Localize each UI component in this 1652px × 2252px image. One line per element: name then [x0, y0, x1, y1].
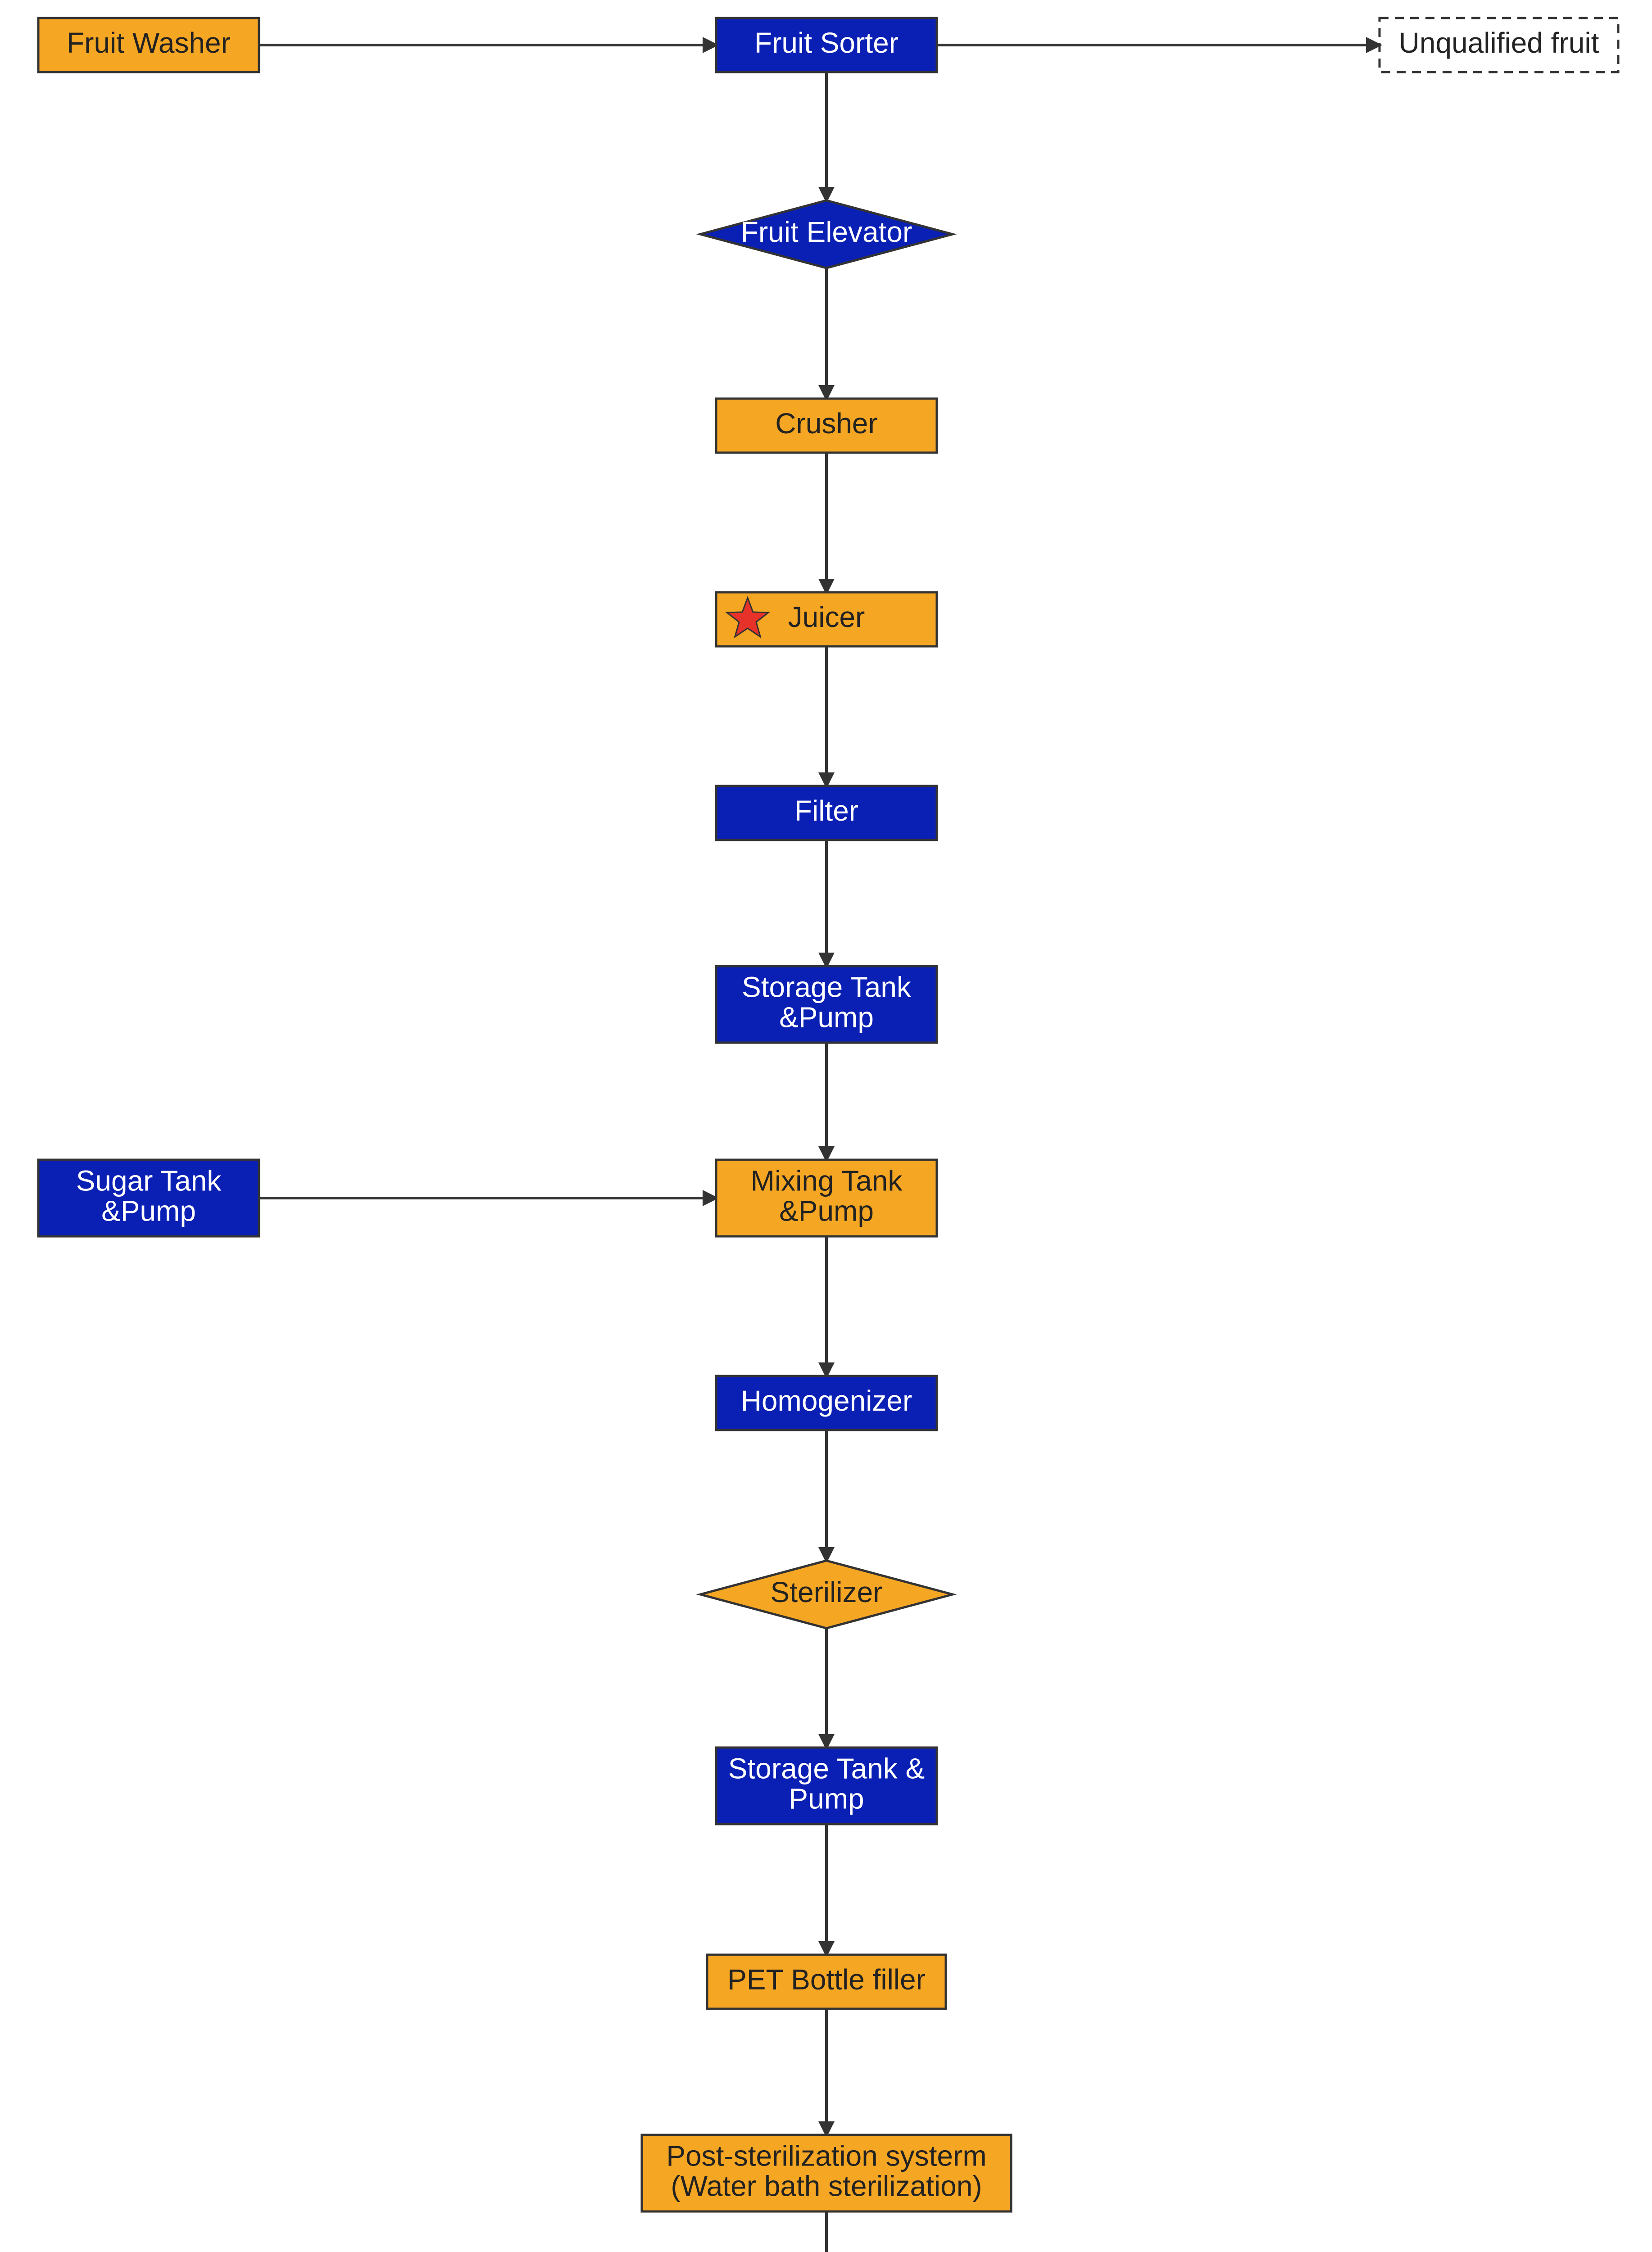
node-storage2: Storage Tank &Pump — [716, 1748, 937, 1824]
node-label: Sugar Tank — [76, 1164, 222, 1197]
node-label: &Pump — [101, 1195, 196, 1227]
node-label: Storage Tank — [742, 971, 912, 1003]
node-label: Fruit Sorter — [754, 27, 899, 59]
node-label: Mixing Tank — [751, 1164, 903, 1197]
node-fruit_elevator: Fruit Elevator — [700, 200, 953, 268]
node-juicer: Juicer — [716, 592, 937, 646]
node-post_ster: Post-sterilization systerm(Water bath st… — [642, 2135, 1011, 2211]
node-storage1: Storage Tank&Pump — [716, 966, 937, 1043]
node-pet_filler: PET Bottle filler — [707, 1955, 946, 2009]
node-sterilizer: Sterilizer — [700, 1561, 953, 1628]
node-label: Crusher — [775, 407, 878, 440]
node-mixing: Mixing Tank&Pump — [716, 1160, 937, 1236]
node-homogenizer: Homogenizer — [716, 1376, 937, 1430]
node-fruit_washer: Fruit Washer — [38, 18, 259, 72]
node-sugar_tank: Sugar Tank&Pump — [38, 1160, 259, 1236]
node-label: Homogenizer — [741, 1385, 912, 1417]
node-label: PET Bottle filler — [727, 1963, 926, 1996]
flowchart-canvas: Fruit Washer Fruit Sorter Unqualified frui… — [0, 0, 1652, 2252]
nodes-layer: Fruit Washer Fruit Sorter Unqualified frui… — [38, 18, 1618, 2252]
node-label: Fruit Elevator — [741, 216, 912, 248]
node-label: Filter — [794, 795, 858, 827]
edges-layer — [259, 45, 1380, 2252]
node-label: Unqualified fruit — [1399, 27, 1599, 59]
node-label: Post-sterilization systerm — [666, 2139, 986, 2172]
node-label: &Pump — [779, 1001, 874, 1034]
node-fruit_sorter: Fruit Sorter — [716, 18, 937, 72]
node-unqualified: Unqualified fruit — [1380, 18, 1618, 72]
node-label: Sterilizer — [771, 1576, 883, 1608]
node-label: (Water bath sterilization) — [671, 2170, 982, 2202]
node-label: &Pump — [779, 1195, 874, 1227]
node-label: Storage Tank & — [728, 1752, 925, 1784]
node-filter: Filter — [716, 786, 937, 840]
node-label: Fruit Washer — [67, 27, 231, 59]
node-label: Juicer — [788, 601, 865, 633]
node-crusher: Crusher — [716, 399, 937, 453]
node-label: Pump — [789, 1783, 864, 1815]
